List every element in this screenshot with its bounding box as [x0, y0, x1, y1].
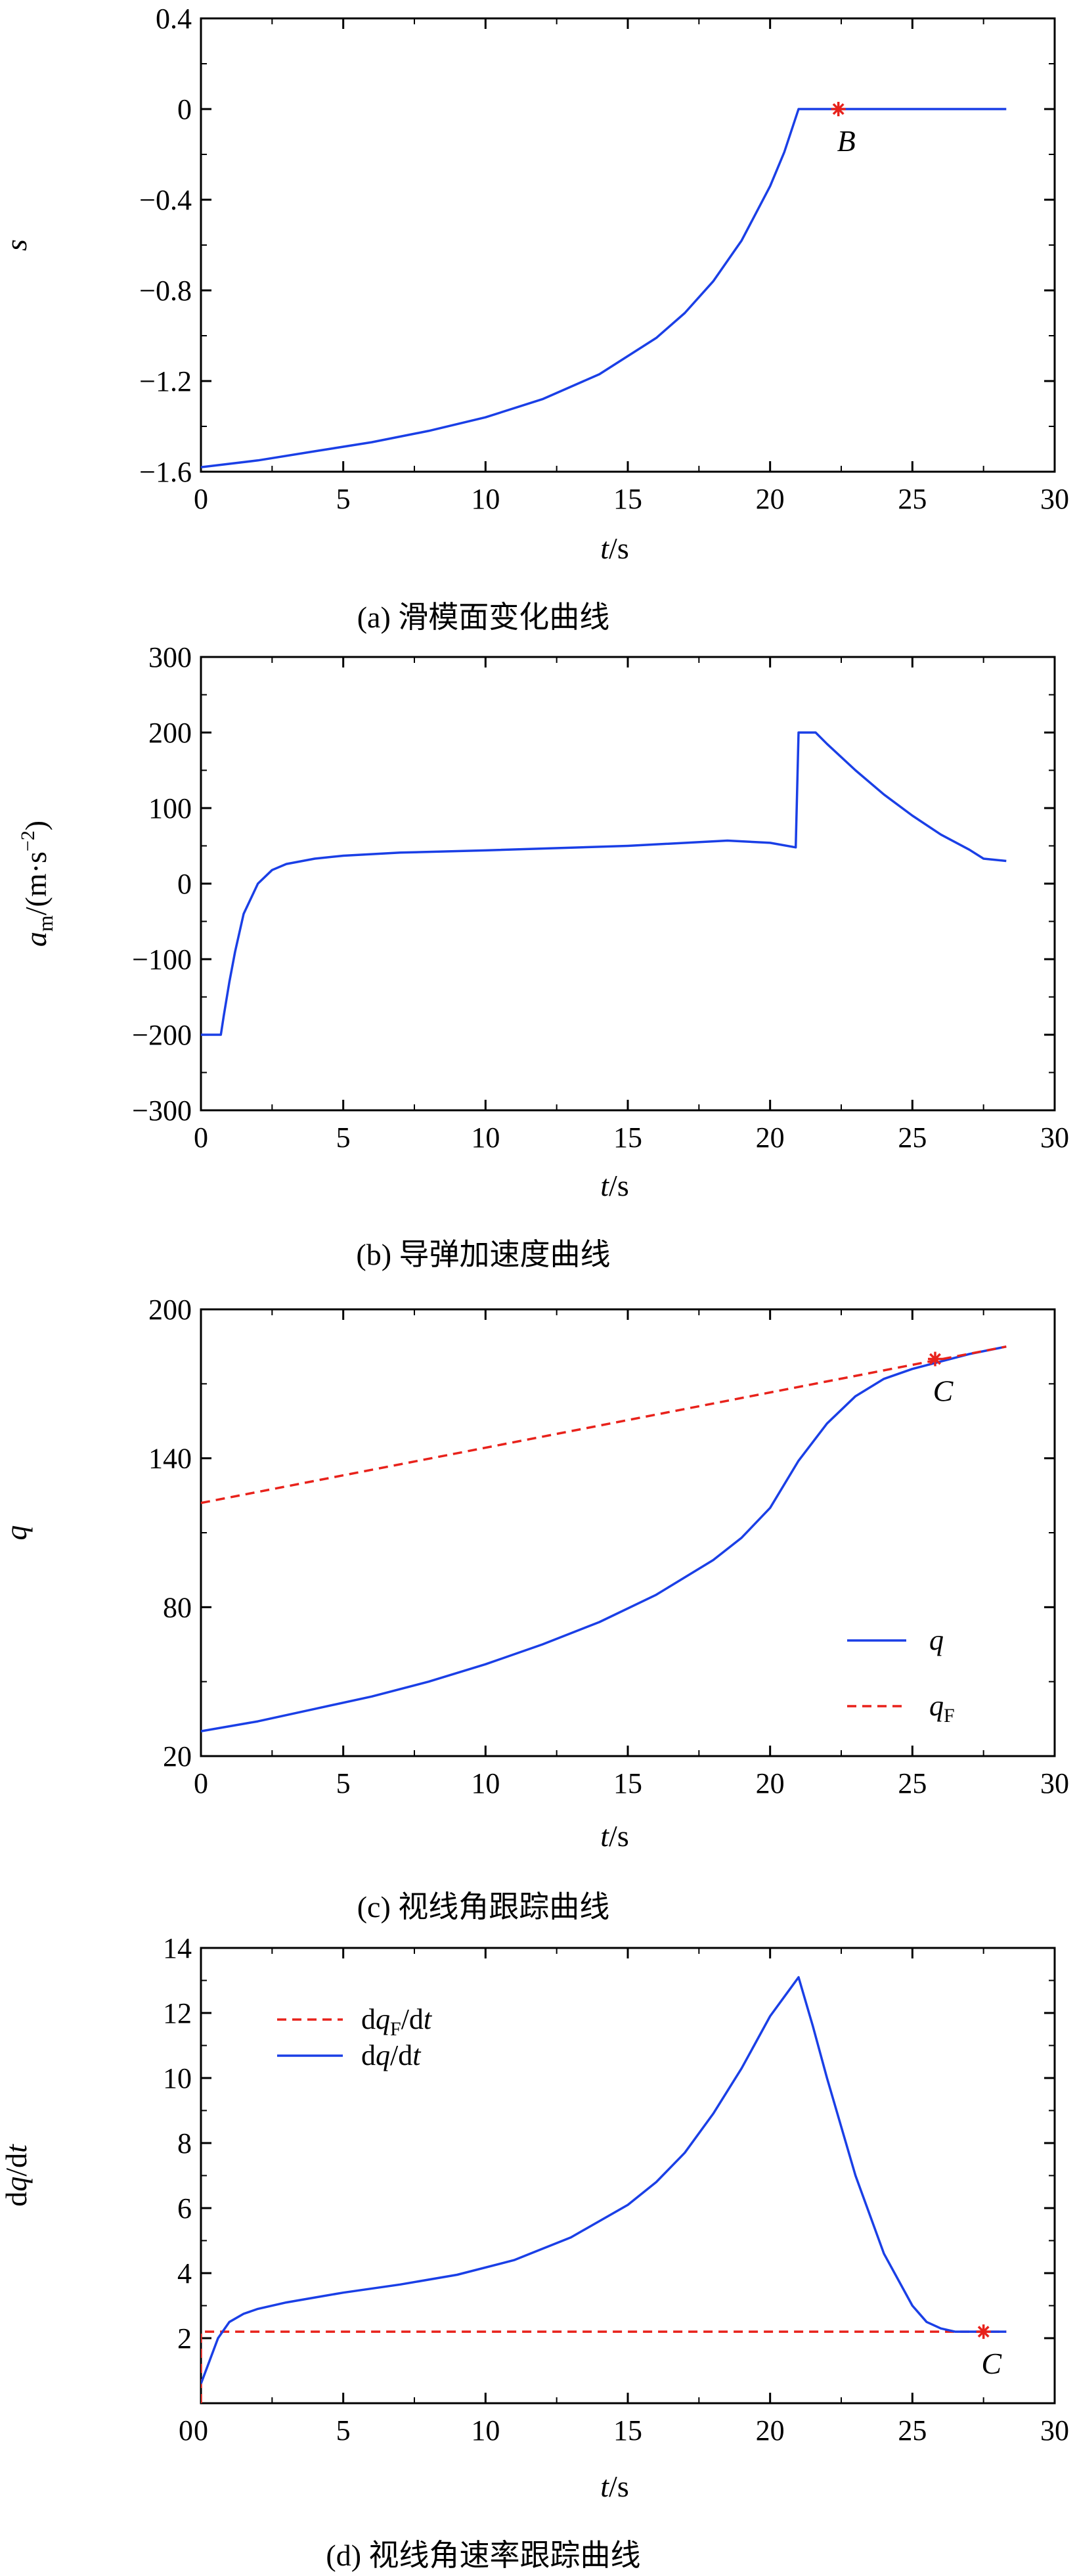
legend-label-dqF: dqF/dt [361, 2003, 433, 2040]
asterisk-stroke [977, 2326, 990, 2338]
figure-caption: (a) 滑模面变化曲线 [357, 600, 610, 634]
y-axis-label: dq/dt [0, 2144, 33, 2207]
legend-label-q: q [929, 1624, 944, 1656]
series-line-q [201, 1345, 1007, 1732]
plot-frame [200, 1308, 1056, 1757]
x-tick-label: 15 [613, 2414, 642, 2447]
x-axis-label: t/s [600, 1819, 628, 1853]
x-tick-label: 5 [336, 483, 351, 515]
point-annotation: C [981, 2347, 1002, 2380]
point-annotation: B [837, 124, 856, 158]
x-tick-label: 30 [1040, 1767, 1069, 1799]
x-tick-label: 25 [898, 2414, 927, 2447]
y-tick-label: −200 [132, 1019, 192, 1051]
x-tick-label: 0 [194, 1121, 208, 1154]
y-tick-label: 0 [177, 868, 192, 900]
x-tick-label: 10 [471, 2414, 500, 2447]
y-tick-label: 300 [148, 641, 192, 673]
x-tick-label: 20 [756, 1767, 785, 1799]
y-tick-label: 10 [163, 2062, 192, 2094]
plot-frame [200, 1947, 1056, 2405]
figure-caption: (b) 导弹加速度曲线 [356, 1238, 610, 1271]
chart-panel-c: 0 5 10 15 20 25 30 20 80 140 200 t/s q (c) 视线角跟踪曲线 Cq q… [0, 1294, 1069, 1924]
y-tick-label: 2 [177, 2322, 192, 2355]
x-tick-label: 20 [756, 2414, 785, 2447]
x-tick-label: 10 [471, 1121, 500, 1154]
y-tick-label: −1.2 [139, 365, 192, 397]
x-tick-label: 10 [471, 1767, 500, 1799]
x-tick-label: 30 [1040, 483, 1069, 515]
y-tick-label: 80 [163, 1591, 192, 1623]
y-tick-label: 14 [163, 1932, 192, 1964]
x-tick-label: 15 [613, 1121, 642, 1154]
asterisk-stroke [929, 1353, 941, 1365]
y-tick-label: −300 [132, 1095, 192, 1127]
origin-tick-label: 0 [179, 2414, 193, 2447]
y-tick-label: 8 [177, 2127, 192, 2159]
y-tick-label: 4 [177, 2257, 192, 2290]
y-tick-label: −0.8 [139, 275, 192, 307]
asterisk-stroke [832, 103, 845, 115]
x-tick-label: 20 [756, 1121, 785, 1154]
figure-caption: (c) 视线角跟踪曲线 [357, 1890, 610, 1924]
x-tick-label: 15 [613, 1767, 642, 1799]
x-tick-label: 5 [336, 1121, 351, 1154]
y-tick-label: −1.6 [139, 456, 192, 488]
x-tick-label: 25 [898, 1767, 927, 1799]
series-line-0 [201, 108, 1007, 468]
legend-label-dq: dq/dt [361, 2039, 422, 2071]
figure-caption: (d) 视线角速率跟踪曲线 [326, 2539, 640, 2572]
legend-label-qF: qF [929, 1690, 955, 1727]
y-axis-label: s [0, 239, 33, 251]
y-tick-label: −0.4 [139, 184, 192, 216]
asterisk-marker [831, 102, 846, 116]
series-line-qF [201, 1345, 1007, 1504]
plot-frame [200, 17, 1056, 473]
x-tick-label: 0 [194, 1767, 208, 1799]
y-tick-label: −100 [132, 943, 192, 976]
x-tick-label: 25 [898, 483, 927, 515]
x-tick-label: 0 [194, 483, 208, 515]
point-annotation: C [933, 1374, 954, 1408]
chart-panel-b: 0 5 10 15 20 25 30 −300 −200 −100 0 100 200 300 t/s am/… [17, 641, 1069, 1271]
y-tick-label: 20 [163, 1740, 192, 1773]
x-tick-label: 30 [1040, 2414, 1069, 2447]
y-tick-label: 0.4 [156, 3, 192, 35]
x-tick-label: 25 [898, 1121, 927, 1154]
x-tick-label: 5 [336, 2414, 351, 2447]
asterisk-marker [976, 2324, 991, 2339]
chart-panel-d: 0 5 10 15 20 25 30 2 4 6 8 10 12 14 0 t/s dq/dt (d) 视线角速率… [0, 1932, 1069, 2572]
plot-frame [200, 656, 1056, 1112]
series-line-dqFdt [201, 2330, 1007, 2403]
x-axis-label: t/s [600, 531, 628, 565]
x-tick-label: 5 [336, 1767, 351, 1799]
x-axis-label: t/s [600, 1169, 628, 1202]
y-tick-label: 200 [148, 1294, 192, 1326]
x-tick-label: 15 [613, 483, 642, 515]
y-axis-label: am/(m·s−2) [17, 821, 57, 947]
y-tick-label: 140 [148, 1443, 192, 1475]
chart-panel-a: 0 5 10 15 20 25 30 −1.6 −1.2 −0.8 −0.4 0 0.4 t/s s (a) … [0, 3, 1069, 634]
series-line-0 [201, 731, 1007, 1036]
y-axis-label: q [0, 1525, 33, 1541]
series-line-dqdt [201, 1976, 1007, 2384]
x-tick-label: 10 [471, 483, 500, 515]
x-tick-label: 30 [1040, 1121, 1069, 1154]
y-tick-label: 200 [148, 717, 192, 749]
x-tick-label: 20 [756, 483, 785, 515]
y-tick-label: 100 [148, 792, 192, 825]
y-tick-label: 12 [163, 1997, 192, 2029]
y-tick-label: 0 [177, 93, 192, 125]
asterisk-marker [928, 1351, 942, 1367]
x-tick-label: 0 [194, 2414, 208, 2447]
x-axis-label: t/s [600, 2470, 628, 2503]
y-tick-label: 6 [177, 2192, 192, 2225]
